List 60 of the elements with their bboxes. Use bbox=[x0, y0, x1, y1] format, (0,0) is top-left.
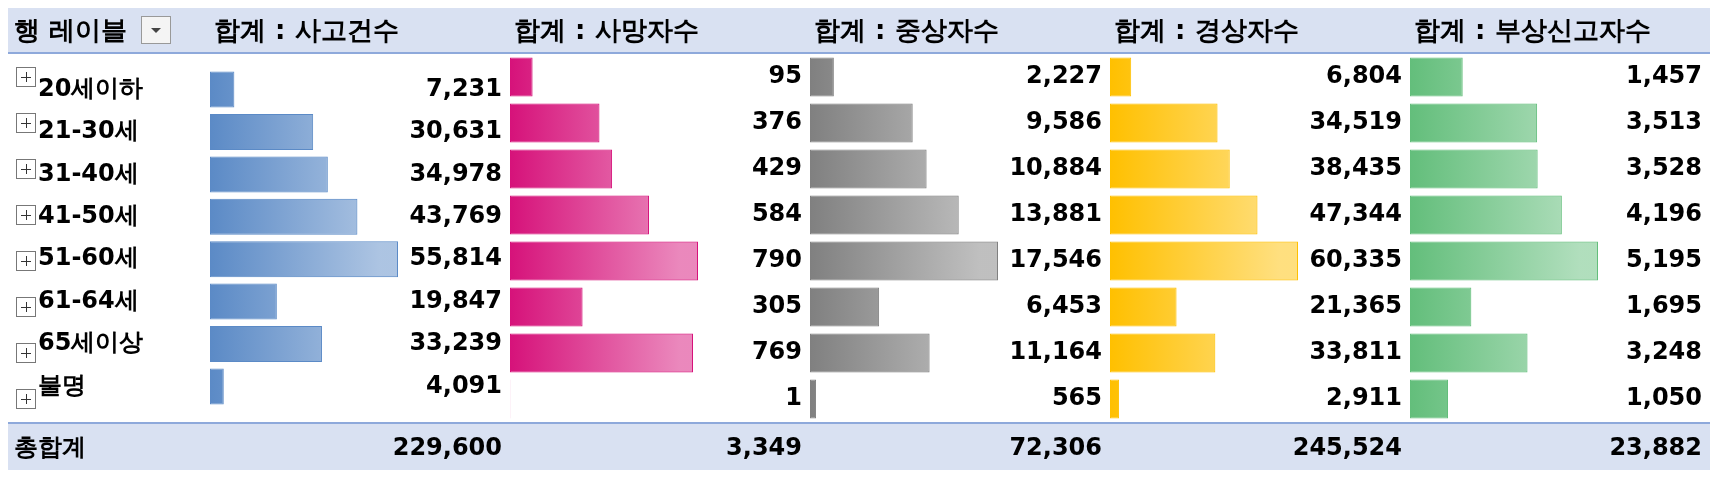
chart-title: 합계 : 경상자수 bbox=[1113, 13, 1299, 47]
data-label: 19,847 bbox=[409, 285, 502, 314]
data-label: 33,239 bbox=[409, 328, 502, 357]
data-label: 11,164 bbox=[1009, 337, 1102, 366]
data-label: 34,519 bbox=[1309, 107, 1402, 136]
text: 245,524 bbox=[1292, 433, 1402, 461]
data-label: 7,231 bbox=[426, 73, 502, 102]
y-tick-label: 21-30세 bbox=[38, 116, 139, 145]
data-label: 584 bbox=[751, 199, 802, 228]
data-label: 1,457 bbox=[1626, 61, 1702, 90]
data-label: 1,050 bbox=[1626, 383, 1702, 412]
y-tick-label: 65세이상 bbox=[38, 328, 144, 357]
data-label: 38,435 bbox=[1309, 153, 1402, 182]
data-label: 2,911 bbox=[1326, 383, 1402, 412]
data-label: 5,195 bbox=[1626, 245, 1702, 274]
text: 229,600 bbox=[392, 433, 502, 461]
text: 총합계 bbox=[14, 432, 86, 463]
data-label: 3,513 bbox=[1626, 107, 1702, 136]
chart-title: 합계 : 중상자수 bbox=[813, 13, 999, 47]
data-label: 13,881 bbox=[1009, 199, 1102, 228]
y-axis-title: 행 레이블 bbox=[14, 13, 128, 47]
y-tick-label: 불명 bbox=[38, 370, 86, 399]
data-label: 6,453 bbox=[1026, 291, 1102, 320]
data-label: 47,344 bbox=[1309, 199, 1402, 228]
data-label: 4,196 bbox=[1626, 199, 1702, 228]
data-label: 95 bbox=[768, 61, 802, 90]
data-label: 769 bbox=[751, 337, 802, 366]
data-label: 1,695 bbox=[1626, 291, 1702, 320]
chart-title: 합계 : 부상신고자수 bbox=[1413, 13, 1651, 47]
text: 3,349 bbox=[726, 433, 802, 461]
data-label: 1 bbox=[785, 383, 802, 412]
data-label: 43,769 bbox=[409, 201, 502, 230]
data-label: 429 bbox=[751, 153, 802, 182]
data-label: 305 bbox=[751, 291, 802, 320]
data-label: 17,546 bbox=[1009, 245, 1102, 274]
y-tick-label: 41-50세 bbox=[38, 201, 139, 230]
data-label: 34,978 bbox=[409, 158, 502, 187]
chart-title: 합계 : 사망자수 bbox=[513, 13, 699, 47]
data-label: 55,814 bbox=[409, 243, 502, 272]
y-tick-label: 51-60세 bbox=[38, 243, 139, 272]
data-label: 10,884 bbox=[1009, 153, 1102, 182]
data-label: 376 bbox=[751, 107, 802, 136]
y-tick-label: 31-40세 bbox=[38, 158, 139, 187]
y-tick-label: 61-64세 bbox=[38, 285, 139, 314]
data-label: 3,248 bbox=[1626, 337, 1702, 366]
data-label: 2,227 bbox=[1026, 61, 1102, 90]
text: 23,882 bbox=[1609, 433, 1702, 461]
data-label: 3,528 bbox=[1626, 153, 1702, 182]
text: 72,306 bbox=[1009, 433, 1102, 461]
chart-title: 합계 : 사고건수 bbox=[213, 13, 399, 47]
data-label: 33,811 bbox=[1309, 337, 1402, 366]
data-label: 565 bbox=[1051, 383, 1102, 412]
data-label: 60,335 bbox=[1309, 245, 1402, 274]
y-tick-label: 20세이하 bbox=[38, 73, 144, 102]
data-label: 9,586 bbox=[1026, 107, 1102, 136]
data-label: 21,365 bbox=[1309, 291, 1402, 320]
data-label: 790 bbox=[751, 245, 802, 274]
data-label: 6,804 bbox=[1326, 61, 1402, 90]
data-label: 4,091 bbox=[426, 370, 502, 399]
data-label: 30,631 bbox=[409, 116, 502, 145]
